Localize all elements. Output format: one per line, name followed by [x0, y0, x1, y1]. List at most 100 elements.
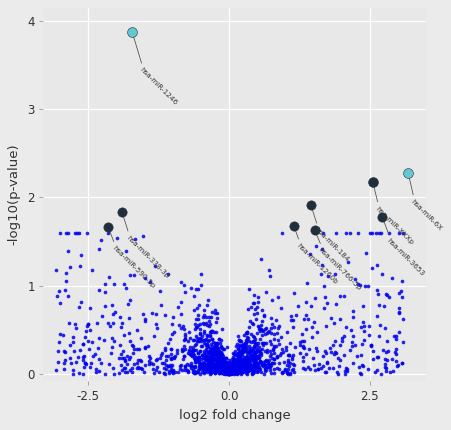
Point	[242, 339, 249, 346]
Point	[272, 343, 279, 350]
Point	[210, 359, 217, 366]
Point	[199, 313, 206, 320]
Point	[60, 347, 68, 354]
Point	[247, 351, 254, 358]
Point	[287, 356, 295, 363]
Point	[219, 370, 226, 377]
Point	[207, 366, 214, 373]
Point	[216, 364, 223, 371]
Point	[201, 363, 208, 370]
Point	[187, 350, 194, 357]
Point	[221, 355, 229, 362]
Point	[70, 347, 78, 354]
Point	[237, 342, 244, 349]
Point	[251, 359, 258, 366]
Point	[350, 342, 358, 349]
Point	[219, 366, 226, 373]
Point	[229, 365, 236, 372]
Point	[204, 297, 211, 304]
Point	[207, 359, 214, 366]
Point	[321, 293, 328, 300]
Point	[188, 348, 195, 355]
Point	[217, 361, 225, 368]
Point	[221, 368, 229, 375]
Point	[219, 369, 226, 376]
Point	[204, 358, 212, 365]
Point	[381, 356, 388, 362]
Point	[278, 229, 285, 236]
Point	[340, 371, 347, 378]
Point	[222, 368, 230, 375]
Point	[265, 360, 272, 367]
Point	[235, 362, 242, 369]
Point	[217, 367, 225, 374]
Point	[235, 360, 242, 367]
Point	[192, 341, 199, 347]
Point	[206, 320, 213, 327]
Point	[227, 367, 234, 374]
Point	[176, 325, 184, 332]
Point	[234, 367, 241, 374]
Point	[117, 362, 124, 369]
Point	[200, 366, 207, 373]
Point	[160, 369, 167, 376]
Point	[212, 347, 219, 353]
Point	[243, 329, 250, 336]
Point	[258, 346, 265, 353]
Point	[212, 359, 220, 366]
Point	[206, 359, 213, 366]
Point	[180, 325, 188, 332]
Point	[167, 355, 174, 362]
Point	[230, 355, 237, 362]
Point	[249, 369, 256, 376]
Point	[239, 345, 246, 352]
Point	[290, 290, 297, 297]
Point	[222, 369, 230, 376]
Point	[202, 362, 210, 369]
Point	[212, 307, 219, 313]
Point	[336, 341, 343, 348]
Point	[118, 366, 125, 373]
Point	[131, 235, 138, 242]
Point	[212, 361, 219, 368]
Point	[96, 334, 103, 341]
Point	[92, 366, 100, 372]
Point	[226, 366, 233, 373]
Point	[245, 362, 252, 369]
Point	[321, 350, 328, 356]
Point	[120, 365, 127, 372]
Point	[184, 350, 191, 357]
Point	[253, 309, 260, 316]
Point	[66, 354, 74, 361]
Point	[236, 338, 243, 345]
Point	[110, 338, 117, 345]
Point	[125, 314, 132, 321]
Point	[199, 360, 207, 367]
Point	[232, 364, 239, 371]
Point	[218, 356, 225, 363]
Point	[214, 350, 221, 357]
Point	[119, 319, 126, 326]
Point	[337, 335, 345, 342]
Point	[242, 330, 249, 337]
Point	[199, 365, 206, 372]
Point	[276, 305, 284, 312]
Point	[203, 301, 210, 308]
Point	[226, 370, 233, 377]
Point	[287, 316, 294, 323]
Point	[108, 301, 115, 308]
Point	[211, 369, 218, 376]
Point	[142, 274, 149, 281]
Point	[230, 370, 238, 377]
Point	[368, 229, 375, 236]
Point	[181, 365, 188, 372]
Point	[236, 352, 243, 359]
Point	[214, 359, 221, 366]
Point	[229, 364, 236, 371]
Point	[247, 330, 254, 337]
Point	[211, 341, 218, 348]
Point	[235, 368, 242, 375]
Point	[235, 336, 242, 343]
Point	[275, 341, 282, 347]
Point	[220, 362, 227, 369]
